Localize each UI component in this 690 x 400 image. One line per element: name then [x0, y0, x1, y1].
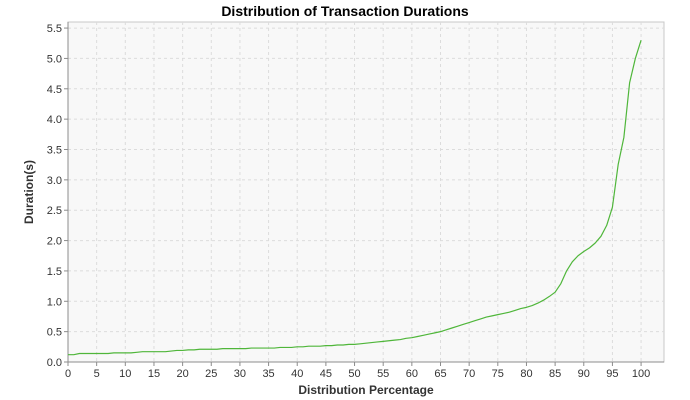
- y-tick-label: 1.0: [47, 296, 62, 308]
- y-tick-label: 5.5: [47, 23, 62, 35]
- series-layer: [68, 40, 642, 356]
- x-tick-label: 95: [606, 368, 618, 380]
- y-tick-label: 2.5: [47, 205, 62, 217]
- chart-title: Distribution of Transaction Durations: [221, 3, 469, 19]
- y-tick-label: 3.5: [47, 145, 62, 157]
- x-tick-label: 0: [65, 368, 71, 380]
- y-tick-label: 5.0: [47, 53, 62, 65]
- x-tick-label: 65: [434, 368, 446, 380]
- x-tick-label: 55: [377, 368, 389, 380]
- x-tick-label: 75: [492, 368, 504, 380]
- x-tick-label: 100: [632, 368, 650, 380]
- y-tick-label: 4.0: [47, 114, 62, 126]
- x-tick-label: 90: [578, 368, 590, 380]
- x-tick-label: 10: [119, 368, 131, 380]
- y-tick-label: 2.0: [47, 236, 62, 248]
- y-tick-label: 0.0: [47, 357, 62, 369]
- y-tick-label: 1.5: [47, 266, 62, 278]
- x-tick-label: 70: [463, 368, 475, 380]
- x-axis-label: Distribution Percentage: [298, 383, 434, 397]
- x-tick-label: 20: [176, 368, 188, 380]
- y-axis-label: Duration(s): [22, 160, 36, 224]
- x-tick-label: 60: [406, 368, 418, 380]
- y-tick-label: 3.0: [47, 175, 62, 187]
- x-tick-label: 85: [549, 368, 561, 380]
- x-tick-label: 25: [205, 368, 217, 380]
- series-line: [68, 40, 642, 356]
- x-tick-label: 80: [520, 368, 532, 380]
- x-tick-label: 15: [148, 368, 160, 380]
- x-tick-label: 40: [291, 368, 303, 380]
- x-axis-ticks: 0 5 10 15 20 25 30 35 40 45 50 55 60 65 70 75 80 85 90 95 10…: [65, 362, 650, 380]
- grid-lines: [67, 22, 664, 363]
- x-tick-label: 45: [320, 368, 332, 380]
- y-tick-label: 4.5: [47, 84, 62, 96]
- x-tick-label: 35: [262, 368, 274, 380]
- y-axis-ticks: 0.0 0.5 1.0 1.5 2.0 2.5 3.0 3.5 4.0 4.5 5.0 5.5: [47, 23, 68, 369]
- x-tick-label: 50: [348, 368, 360, 380]
- plot-area: [67, 21, 665, 363]
- x-tick-label: 5: [94, 368, 100, 380]
- y-tick-label: 0.5: [47, 327, 62, 339]
- x-tick-label: 30: [234, 368, 246, 380]
